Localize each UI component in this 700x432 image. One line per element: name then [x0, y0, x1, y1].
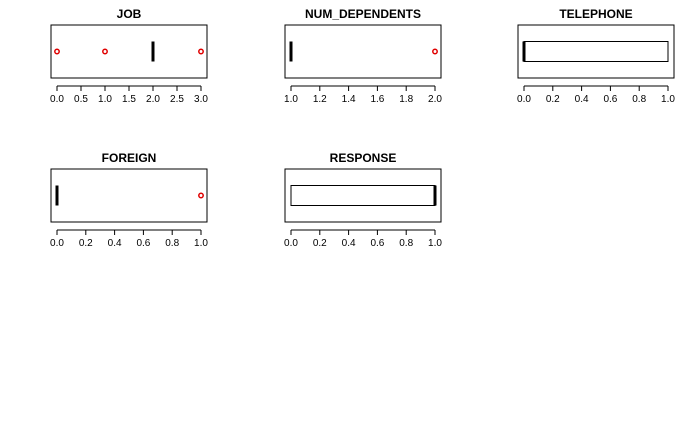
plot-frame	[50, 168, 208, 223]
outlier-point	[102, 48, 108, 55]
x-tick-label: 0.0	[284, 238, 298, 249]
x-tick-label: 0.6	[603, 94, 617, 105]
panel-title: JOB	[117, 7, 142, 21]
x-tick-label: 1.8	[399, 94, 413, 105]
box-iqr	[523, 41, 669, 62]
x-tick-label: 0.6	[370, 238, 384, 249]
x-tick-label: 0.5	[74, 94, 88, 105]
boxplot-panel: FOREIGN 0.0 0.2 0.4 0.6 0.8 1.0	[50, 151, 208, 249]
x-tick-label: 1.0	[194, 238, 208, 249]
x-tick-label: 1.0	[428, 238, 442, 249]
x-tick-label: 1.6	[370, 94, 384, 105]
x-tick-label: 0.2	[546, 94, 560, 105]
boxplot-panel: TELEPHONE 0.0 0.2 0.4 0.6 0.8 1.0	[517, 7, 675, 105]
plot-frame	[284, 24, 442, 79]
outlier-point	[198, 192, 204, 199]
outlier-point	[432, 48, 438, 55]
x-tick-label: 0.4	[342, 238, 356, 249]
x-tick-label: 1.2	[313, 94, 327, 105]
box-iqr	[290, 185, 436, 206]
x-tick-label: 0.0	[517, 94, 531, 105]
plot-frame	[284, 168, 442, 223]
x-tick-label: 0.0	[50, 94, 64, 105]
boxplot-panel: JOB 0.0 0.5 1.0 1.5 2.0 2.5 3.0	[50, 7, 208, 105]
x-tick-label: 1.0	[661, 94, 675, 105]
x-tick-label: 0.2	[313, 238, 327, 249]
x-tick-label: 1.5	[122, 94, 136, 105]
outlier-point	[54, 48, 60, 55]
plot-frame	[517, 24, 675, 79]
x-tick-label: 1.0	[284, 94, 298, 105]
boxplot-panel: NUM_DEPENDENTS 1.0 1.2 1.4 1.6 1.8 2.0	[284, 7, 442, 105]
x-tick-label: 0.2	[79, 238, 93, 249]
x-tick-label: 0.8	[399, 238, 413, 249]
x-tick-label: 1.0	[98, 94, 112, 105]
panel-title: RESPONSE	[330, 151, 397, 165]
x-tick-label: 0.4	[108, 238, 122, 249]
x-tick-label: 0.8	[632, 94, 646, 105]
panel-title: FOREIGN	[102, 151, 157, 165]
x-tick-label: 0.8	[165, 238, 179, 249]
x-tick-label: 0.4	[575, 94, 589, 105]
plot-frame	[50, 24, 208, 79]
x-tick-label: 1.4	[342, 94, 356, 105]
outlier-point	[198, 48, 204, 55]
x-tick-label: 2.0	[146, 94, 160, 105]
x-tick-label: 0.0	[50, 238, 64, 249]
x-tick-label: 0.6	[136, 238, 150, 249]
panel-title: TELEPHONE	[559, 7, 632, 21]
x-tick-label: 3.0	[194, 94, 208, 105]
x-tick-label: 2.5	[170, 94, 184, 105]
panel-title: NUM_DEPENDENTS	[305, 7, 421, 21]
boxplot-panel: RESPONSE 0.0 0.2 0.4 0.6 0.8 1.0	[284, 151, 442, 249]
x-tick-label: 2.0	[428, 94, 442, 105]
